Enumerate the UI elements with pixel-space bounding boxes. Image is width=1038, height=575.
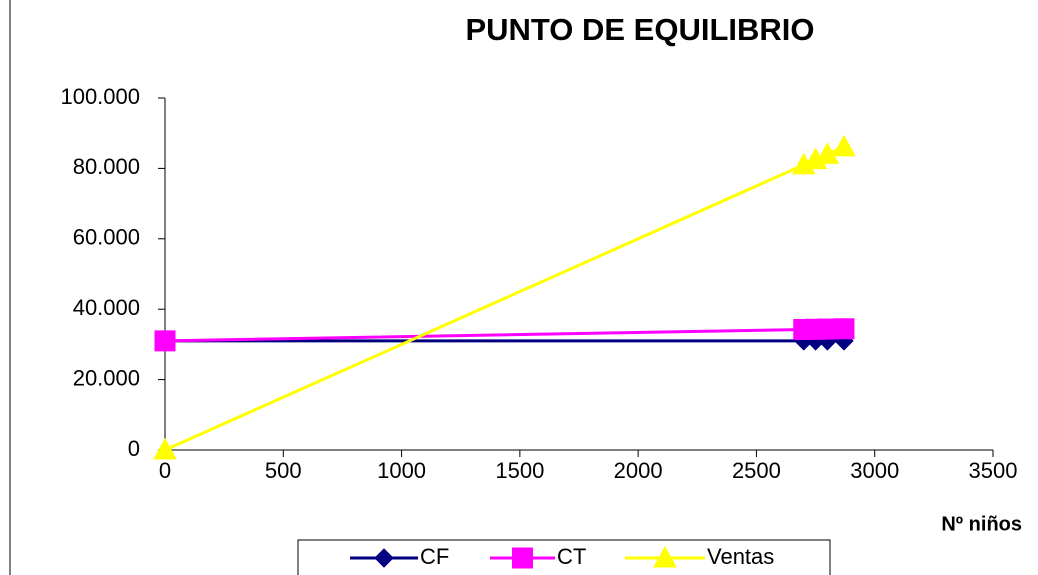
y-tick-label: 0: [128, 436, 140, 461]
data-point: [815, 142, 840, 164]
legend-marker: [512, 547, 533, 569]
y-tick-label: 40.000: [73, 295, 140, 320]
chart-title: PUNTO DE EQUILIBRIO: [465, 12, 814, 47]
chart-frame: [9, 0, 1038, 575]
data-point: [153, 437, 177, 460]
x-tick-label: 500: [265, 458, 302, 483]
x-tick-label: 1500: [495, 458, 544, 483]
x-axis-label: Nº niños: [941, 513, 1022, 535]
y-tick-label: 80.000: [73, 154, 140, 179]
legend-label: CF: [420, 544, 449, 569]
legend-label: CT: [557, 544, 586, 569]
y-tick-label: 60.000: [73, 225, 140, 250]
data-point: [154, 330, 176, 352]
y-tick-label: 20.000: [73, 365, 140, 390]
y-tick-label: 100.000: [60, 84, 140, 109]
data-point: [832, 134, 856, 157]
x-tick-label: 0: [159, 458, 171, 483]
x-tick-label: 3000: [850, 458, 899, 483]
legend-marker: [653, 545, 677, 568]
x-tick-label: 1000: [377, 458, 426, 483]
x-tick-label: 3500: [969, 458, 1018, 483]
data-point: [833, 318, 855, 340]
legend-label: Ventas: [707, 544, 774, 569]
x-tick-label: 2500: [732, 458, 781, 483]
x-tick-label: 2000: [614, 458, 663, 483]
legend-marker: [374, 548, 394, 568]
